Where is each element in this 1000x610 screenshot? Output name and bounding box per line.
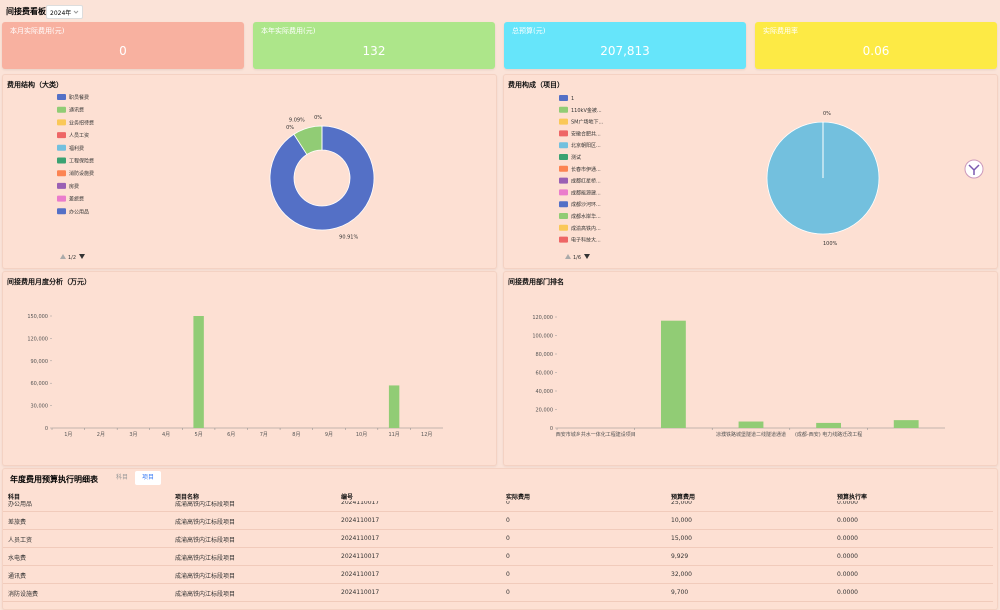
- table-row: 办公用品 成渝高铁内江标段项目 2024110017 0 25,000 0.0000: [3, 501, 993, 512]
- table-cell: 通讯费: [8, 573, 27, 580]
- table-row: 消防设施费 成渝高铁内江标段项目 2024110017 0 9,700 0.0000: [3, 583, 993, 602]
- table-cell: 消防设施费: [8, 591, 39, 598]
- table-cell: 0: [506, 589, 510, 596]
- table-cell: 2024110017: [341, 501, 380, 506]
- table-cell: 0: [506, 571, 510, 578]
- table-cell: 0.0000: [837, 501, 858, 506]
- panel: 间接费用月度分析（万元）: [2, 271, 497, 466]
- table-row: 水电费 成渝高铁内江标段项目 2024110017 0 9,929 0.0000: [3, 547, 993, 566]
- column-header: 科目: [8, 494, 21, 501]
- table-cell: 0.0000: [837, 535, 858, 542]
- table-row: 人员工资 成渝高铁内江标段项目 2024110017 0 15,000 0.0000: [3, 529, 993, 548]
- tab[interactable]: 科目: [115, 474, 128, 481]
- table-header: 科目 项目名称 编号 实际费用 预算费用 预算执行率: [3, 489, 997, 501]
- kpi-label: 本年实际费用(元): [261, 27, 316, 35]
- table-cell: 32,000: [671, 571, 692, 578]
- table-cell: 0: [506, 501, 510, 506]
- column-header: 预算执行率: [837, 494, 868, 501]
- table-cell: 25,000: [671, 501, 692, 506]
- table-row: 差旅费 成渝高铁内江标段项目 2024110017 0 10,000 0.0000: [3, 511, 993, 530]
- column-header: 预算费用: [671, 494, 696, 501]
- table-title: 年度费用预算执行明细表: [10, 475, 98, 484]
- kpi-label: 总预算(元): [512, 27, 546, 35]
- table-cell: 0.0000: [837, 517, 858, 524]
- table-cell: 办公用品: [8, 501, 33, 508]
- column-header: 编号: [341, 494, 354, 501]
- table-cell: 0: [506, 535, 510, 542]
- panel: 费用构成（项目）: [503, 74, 998, 269]
- table-cell: 2024110017: [341, 553, 380, 560]
- panel: 间接费用部门排名: [503, 271, 998, 466]
- year-value: 2024年: [50, 10, 72, 17]
- chevron: [73, 10, 79, 14]
- kpi-value: 0.06: [862, 44, 890, 58]
- table-cell: 0: [506, 553, 510, 560]
- table-cell: 10,000: [671, 517, 692, 524]
- table-cell: 成渝高铁内江标段项目: [175, 519, 236, 526]
- kpi-label: 本月实际费用(元): [10, 27, 65, 35]
- table-cell: 2024110017: [341, 517, 380, 524]
- table-cell: 差旅费: [8, 519, 27, 526]
- tab[interactable]: 项目: [135, 471, 161, 485]
- table-cell: 2024110017: [341, 589, 380, 596]
- column-header: 项目名称: [175, 494, 200, 501]
- kpi-card: 实际费用率 0.06: [755, 22, 997, 69]
- kpi-label: 实际费用率: [763, 27, 798, 35]
- table-cell: 0.0000: [837, 589, 858, 596]
- table-cell: 9,700: [671, 589, 689, 596]
- table-cell: 水电费: [8, 555, 27, 562]
- panel-title: 费用构成（项目）: [508, 81, 564, 89]
- panel: 费用结构（大类）: [2, 74, 497, 269]
- kpi-card: 本月实际费用(元) 0: [2, 22, 244, 69]
- kpi-value: 0: [119, 44, 127, 58]
- panel-title: 间接费用月度分析（万元）: [7, 278, 91, 286]
- table-cell: 2024110017: [341, 571, 380, 578]
- table-body: 办公用品 成渝高铁内江标段项目 2024110017 0 25,000 0.0000 差旅费…: [3, 501, 997, 609]
- table-cell: 成渝高铁内江标段项目: [175, 591, 236, 598]
- kpi-card: 本年实际费用(元) 132: [253, 22, 495, 69]
- table-cell: 成渝高铁内江标段项目: [175, 537, 236, 544]
- kpi-value: 207,813: [600, 44, 650, 58]
- table-cell: 0.0000: [837, 553, 858, 560]
- panel-title: 费用结构（大类）: [7, 81, 63, 89]
- dashboard-title: 间接费看板: [6, 7, 46, 16]
- table-cell: 0.0000: [837, 571, 858, 578]
- table-cell: 成渝高铁内江标段项目: [175, 573, 236, 580]
- table-cell: 9,929: [671, 553, 689, 560]
- year-select[interactable]: 2024年: [46, 5, 83, 19]
- table-cell: 成渝高铁内江标段项目: [175, 555, 236, 562]
- kpi-card: 总预算(元) 207,813: [504, 22, 746, 69]
- kpi-value: 132: [362, 44, 386, 58]
- table-row: 通讯费 成渝高铁内江标段项目 2024110017 0 32,000 0.0000: [3, 565, 993, 584]
- table-cell: 15,000: [671, 535, 692, 542]
- table-cell: 0: [506, 517, 510, 524]
- column-header: 实际费用: [506, 494, 531, 501]
- table-cell: 人员工资: [8, 537, 33, 544]
- table-panel: 年度费用预算执行明细表 科目 项目 科目 项目名称 编号 实际费用 预算费用 预算执行率 办…: [2, 468, 998, 610]
- table-cell: 2024110017: [341, 535, 380, 542]
- table-cell: 成渝高铁内江标段项目: [175, 501, 236, 508]
- panel-title: 间接费用部门排名: [508, 278, 564, 286]
